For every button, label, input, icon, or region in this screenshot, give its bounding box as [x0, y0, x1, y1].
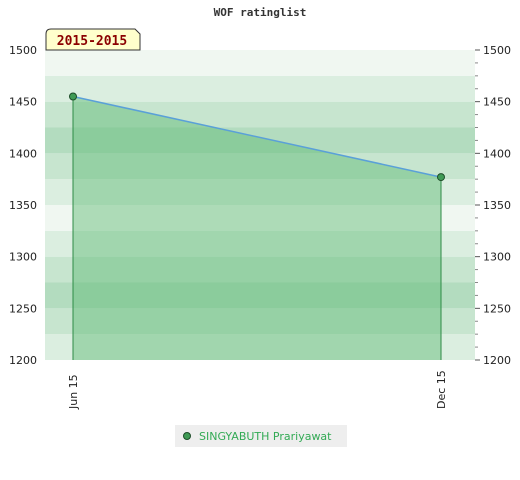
background-band	[45, 256, 475, 283]
y-tick-label-left: 1200	[9, 354, 37, 367]
y-tick-label-right: 1200	[483, 354, 511, 367]
y-tick-label-right: 1300	[483, 251, 511, 264]
background-band	[45, 308, 475, 335]
y-tick-label-right: 1350	[483, 199, 511, 212]
area-layer	[69, 92, 445, 360]
background-band	[45, 179, 475, 205]
y-axis-left: 1200 1250 1300 1350 1400 1450 1500	[9, 44, 37, 367]
y-tick-label-right: 1250	[483, 302, 511, 315]
y-tick-label-left: 1250	[9, 302, 37, 315]
chart-title: WOF ratinglist	[214, 6, 307, 19]
y-tick-label-left: 1450	[9, 96, 37, 109]
legend-label: SINGYABUTH Prariyawat	[199, 430, 332, 443]
background-band	[45, 50, 475, 76]
legend[interactable]: SINGYABUTH Prariyawat	[175, 425, 347, 447]
background-band	[45, 75, 475, 102]
background-band	[45, 282, 475, 309]
series-line	[72, 95, 442, 178]
y-tick-label-left: 1500	[9, 44, 37, 57]
x-tick-label: Jun 15	[67, 374, 80, 410]
x-axis: Jun 15 Dec 15	[67, 370, 448, 410]
legend-marker	[183, 432, 191, 440]
background-band	[45, 334, 475, 360]
x-tick-label: Dec 15	[435, 370, 448, 409]
y-tick-label-right: 1450	[483, 96, 511, 109]
period-label: 2015-2015	[57, 34, 127, 49]
y-axis-right: 1200 1250 1300 1350 1400 1450 1500	[475, 44, 511, 367]
background-band	[45, 230, 475, 257]
period-badge: 2015-2015	[45, 28, 141, 51]
background-band	[45, 153, 475, 180]
background-band	[45, 205, 475, 231]
y-tick-label-left: 1350	[9, 199, 37, 212]
y-tick-label-left: 1400	[9, 147, 37, 160]
y-tick-label-left: 1300	[9, 251, 37, 264]
data-point	[437, 173, 445, 182]
y-tick-label-right: 1500	[483, 44, 511, 57]
background-band	[45, 127, 475, 154]
data-point	[69, 92, 77, 101]
series-area	[73, 96, 441, 360]
y-tick-label-right: 1400	[483, 147, 511, 160]
background-bands	[45, 50, 475, 360]
